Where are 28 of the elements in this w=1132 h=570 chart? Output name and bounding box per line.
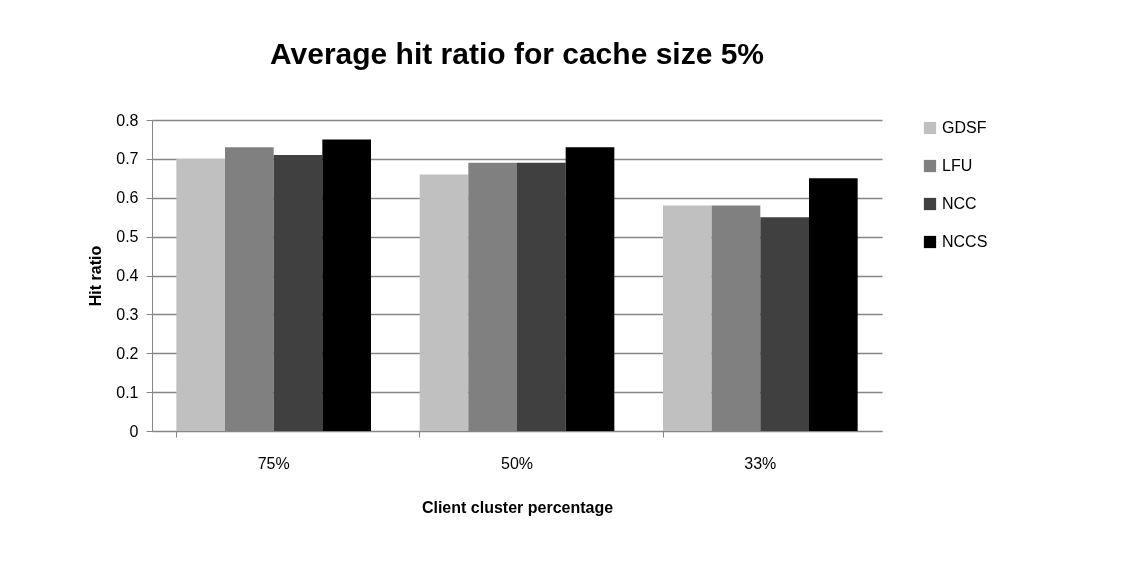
legend-label: NCCS xyxy=(942,233,988,250)
bar xyxy=(565,147,615,431)
bar xyxy=(419,174,469,431)
y-tick-label: 0.8 xyxy=(116,111,139,129)
y-tick-label: 0.6 xyxy=(116,189,139,207)
legend-label: NCC xyxy=(942,195,977,212)
bar xyxy=(517,162,566,431)
y-tick-label: 0.3 xyxy=(116,305,139,323)
legend-label: LFU xyxy=(942,157,973,174)
y-tick-label: 0.1 xyxy=(116,383,139,401)
bar xyxy=(760,217,809,431)
y-tick-label: 0.5 xyxy=(116,228,139,246)
bar xyxy=(322,139,371,431)
chart-title: Average hit ratio for cache size 5% xyxy=(269,37,765,70)
y-tick-label: 0.7 xyxy=(116,150,139,168)
x-tick-label: 33% xyxy=(744,454,777,472)
y-tick-label: 0.4 xyxy=(116,267,139,284)
bar xyxy=(809,178,858,431)
bar xyxy=(273,154,323,431)
bar xyxy=(663,205,712,431)
bar xyxy=(176,158,225,431)
x-tick-label: 75% xyxy=(257,454,290,472)
y-tick-label: 0.2 xyxy=(116,344,139,362)
y-axis-title: Hit ratio xyxy=(87,245,105,307)
y-tick-label: 0 xyxy=(129,422,139,440)
x-axis-title: Client cluster percentage xyxy=(421,498,614,516)
legend-label: GDSF xyxy=(942,119,987,136)
x-tick-label: 50% xyxy=(500,454,534,472)
